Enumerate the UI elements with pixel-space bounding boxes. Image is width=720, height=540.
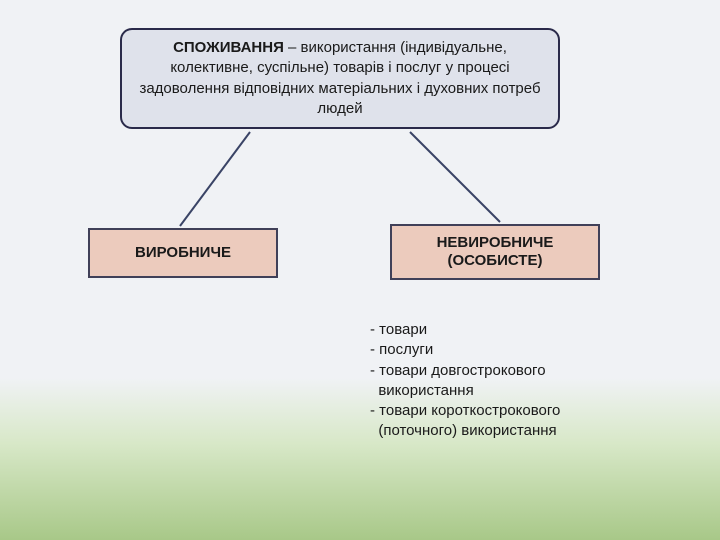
bullet-item: (поточного) використання — [370, 421, 560, 441]
bullet-item: - послуги — [370, 340, 560, 360]
leaf-left-label: ВИРОБНИЧЕ — [135, 244, 231, 262]
definition-box: СПОЖИВАННЯ – використання (індивідуальне… — [120, 28, 560, 129]
connector-right — [410, 132, 500, 222]
leaf-box-right: НЕВИРОБНИЧЕ (ОСОБИСТЕ) — [390, 224, 600, 280]
bullet-item: - товари — [370, 320, 560, 340]
bullet-item: - товари короткострокового — [370, 401, 560, 421]
bullet-item: використання — [370, 381, 560, 401]
leaf-right-label-line1: НЕВИРОБНИЧЕ — [437, 234, 554, 252]
definition-title: СПОЖИВАННЯ — [173, 39, 284, 56]
bullet-list: - товари- послуги- товари довгостроковог… — [370, 320, 560, 442]
leaf-box-left: ВИРОБНИЧЕ — [88, 228, 278, 278]
connector-left — [180, 132, 250, 226]
leaf-right-label-line2: (ОСОБИСТЕ) — [437, 252, 554, 270]
bullet-item: - товари довгострокового — [370, 361, 560, 381]
